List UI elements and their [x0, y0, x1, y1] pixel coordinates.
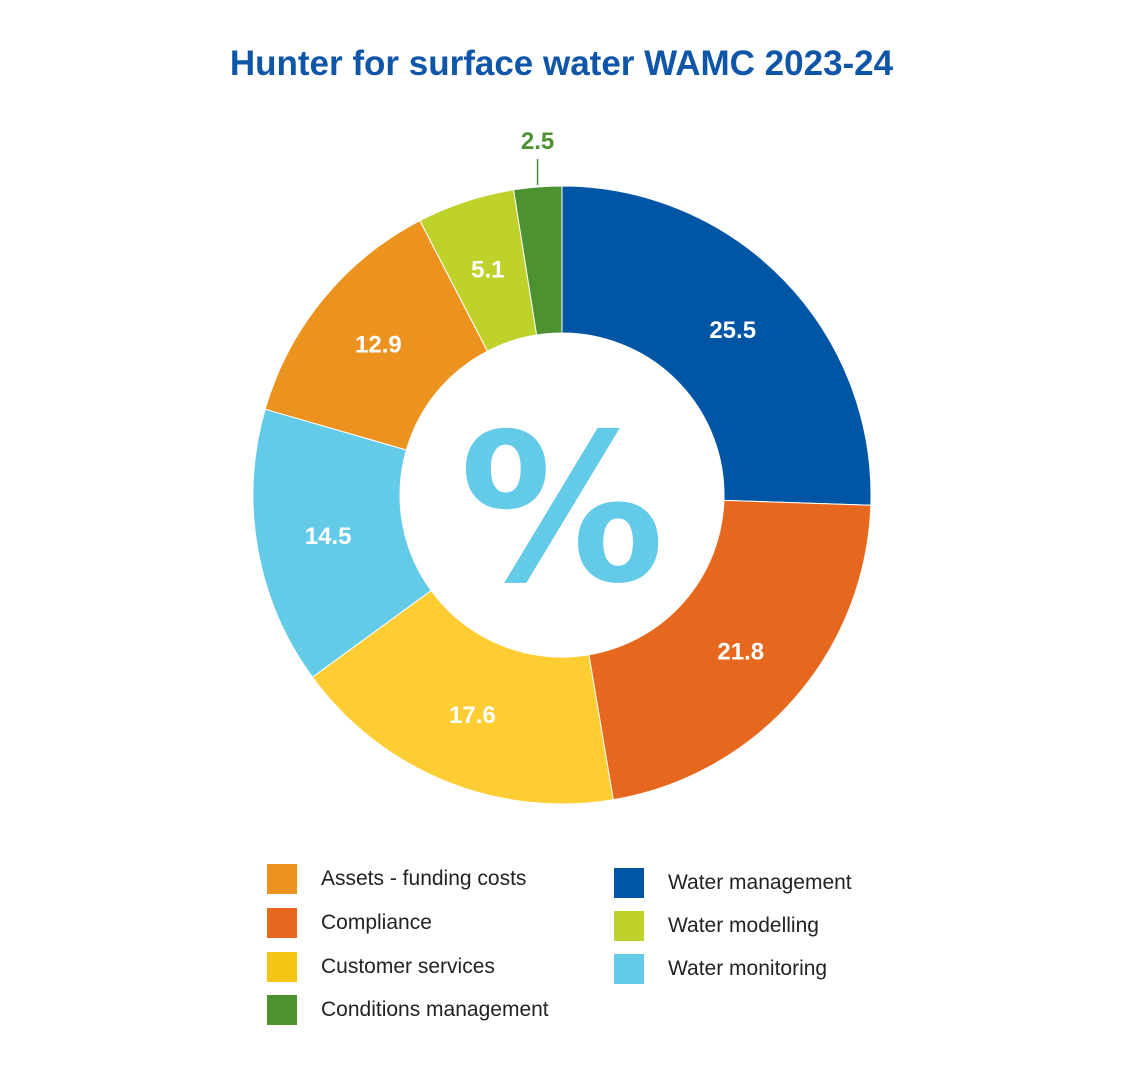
slice-label-conditions-management: 2.5	[521, 128, 554, 155]
slice-label-water-management: 25.5	[709, 317, 756, 344]
legend-label: Water monitoring	[668, 957, 828, 980]
legend-swatch	[614, 868, 644, 898]
slice-label-assets-funding-costs: 12.9	[355, 331, 402, 358]
slice-label-water-monitoring: 14.5	[305, 523, 352, 550]
slice-water-management	[561, 185, 872, 506]
slice-label-customer-services: 17.6	[449, 702, 496, 729]
legend-swatch	[614, 911, 644, 941]
center-percent-symbol: %	[459, 391, 664, 629]
legend-swatch	[267, 908, 297, 938]
legend-item-compliance: Compliance	[267, 907, 432, 939]
slice-conditions-management	[513, 185, 563, 336]
chart-title: Hunter for surface water WAMC 2023-24	[229, 44, 894, 83]
legend-label: Customer services	[321, 955, 495, 978]
slice-customer-services	[311, 589, 614, 805]
legend-label: Conditions management	[321, 998, 549, 1021]
donut-chart: 25.5 21.8 17.6 14.5 12.9 5.1 2.5 %	[252, 128, 872, 805]
legend-item-water-monitoring: Water monitoring	[614, 953, 827, 985]
legend-item-assets-funding-costs: Assets - funding costs	[267, 863, 526, 895]
slice-label-compliance: 21.8	[717, 638, 764, 665]
legend-label: Compliance	[321, 911, 432, 934]
legend-item-water-modelling: Water modelling	[614, 910, 819, 942]
legend-swatch	[267, 952, 297, 982]
slices-group	[252, 185, 872, 805]
slice-compliance	[588, 499, 872, 801]
legend-label: Water modelling	[668, 914, 819, 937]
legend-item-customer-services: Customer services	[267, 951, 495, 983]
slice-water-monitoring	[252, 408, 432, 678]
slice-assets-funding-costs	[264, 219, 489, 451]
legend-item-water-management: Water management	[614, 867, 852, 899]
legend-swatch	[267, 995, 297, 1025]
legend-swatch	[267, 864, 297, 894]
legend-item-conditions-management: Conditions management	[267, 994, 549, 1026]
legend-label: Water management	[668, 871, 852, 894]
legend-label: Assets - funding costs	[321, 867, 527, 890]
slice-label-water-modelling: 5.1	[471, 256, 504, 283]
labels-group: 25.5 21.8 17.6 14.5 12.9 5.1 2.5	[305, 128, 764, 729]
legend-swatch	[614, 954, 644, 984]
